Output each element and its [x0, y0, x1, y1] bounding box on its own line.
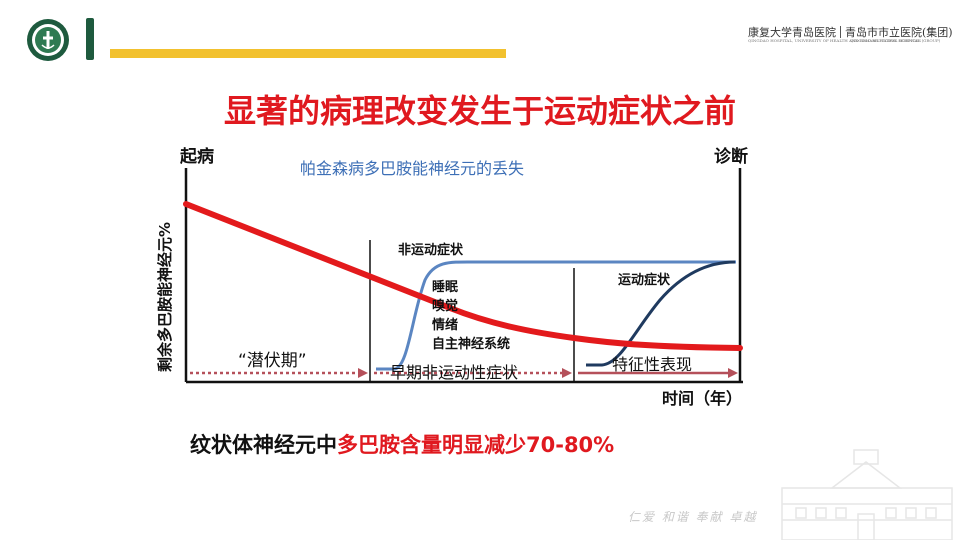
nonmotor-item-autonomic: 自主神经系统 [432, 336, 510, 352]
curve-title: 帕金森病多巴胺能神经元的丢失 [300, 159, 524, 178]
nonmotor-label: 非运动症状 [398, 242, 464, 258]
progression-diagram: 起病 诊断 帕金森病多巴胺能神经元的丢失 剩余多巴胺能神经元% 时间（年） 非运… [156, 146, 748, 408]
hospital-name-a: 康复大学青岛医院 [748, 26, 836, 39]
slide-title: 显著的病理改变发生于运动症状之前 [223, 92, 736, 130]
hospital-names: 康复大学青岛医院 青岛市市立医院(集团) QINGDAO HOSPITAL, UN… [748, 24, 953, 44]
hospital-logo [27, 19, 69, 61]
nonmotor-item-smell: 嗅觉 [432, 298, 458, 314]
phase-2-arrowhead [562, 368, 572, 378]
motor-label: 运动症状 [618, 272, 671, 288]
nonmotor-item-sleep: 睡眠 [432, 279, 458, 295]
phase-3-arrowhead [728, 368, 738, 378]
phase-1-label: “潜伏期” [238, 351, 307, 371]
motor-curve [586, 260, 736, 367]
nonmotor-item-mood: 情绪 [432, 317, 458, 333]
hospital-sub-b: QINGDAO MUNICIPAL HOSPITAL (GROUP) [850, 38, 941, 43]
diagnosis-label: 诊断 [714, 146, 748, 167]
conclusion-prefix: 纹状体神经元中 [190, 433, 337, 457]
onset-label: 起病 [179, 146, 214, 167]
nonmotor-curve [376, 260, 736, 371]
phase-1-arrowhead [358, 368, 368, 378]
title-underline-bar [110, 49, 506, 58]
y-axis-label: 剩余多巴胺能神经元% [156, 222, 174, 372]
phase-3-label: 特征性表现 [612, 355, 692, 374]
header-accent-bar [86, 18, 94, 60]
phase-2-label: 早期非运动性症状 [390, 363, 518, 382]
conclusion-highlight: 多巴胺含量明显减少70-80% [337, 433, 615, 457]
hospital-sub-a: QINGDAO HOSPITAL, UNIVERSITY OF HEALTH A… [748, 38, 921, 43]
hospital-name-b: 青岛市市立医院(集团) [845, 26, 953, 39]
x-axis-label: 时间（年） [662, 389, 742, 408]
hospital-motto: 仁爱 和谐 奉献 卓越 [628, 510, 758, 524]
conclusion-text: 纹状体神经元中多巴胺含量明显减少70-80% [190, 429, 614, 459]
building-watermark [781, 449, 953, 540]
neuron-loss-curve [183, 201, 743, 351]
